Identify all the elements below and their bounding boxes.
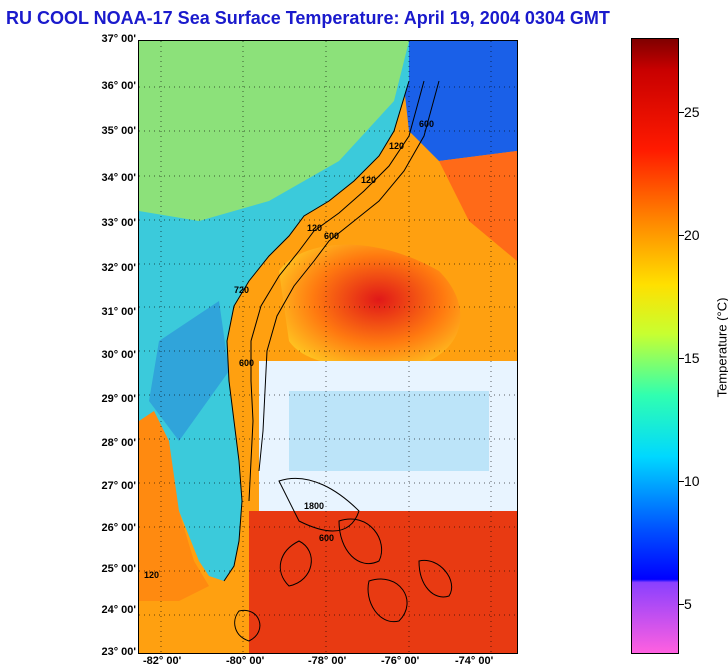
- contour-label: 120: [144, 570, 159, 580]
- colorbar-tick: [678, 481, 684, 482]
- lat-label: 25° 00': [101, 563, 136, 575]
- lat-label: 23° 00': [101, 646, 136, 658]
- shelf-contour-600: [258, 80, 440, 472]
- colorbar-label: 25: [684, 104, 700, 120]
- contour-label: 600: [324, 231, 339, 241]
- lat-label: 27° 00': [101, 480, 136, 492]
- lat-label: 26° 00': [101, 522, 136, 534]
- colorbar-tick: [678, 235, 684, 236]
- lon-label: -74° 00': [455, 655, 494, 667]
- colorbar-label: 15: [684, 350, 700, 366]
- colorbar-unit-label: Temperature (°C): [714, 297, 728, 398]
- lat-label: 32° 00': [101, 262, 136, 274]
- temperature-colorbar: [631, 38, 679, 654]
- warm-water-south: [249, 511, 517, 653]
- lat-label: 34° 00': [101, 172, 136, 184]
- colorbar-tick: [678, 358, 684, 359]
- contour-label: 120: [389, 141, 404, 151]
- lat-label: 31° 00': [101, 306, 136, 318]
- warm-water-northeast: [439, 151, 517, 261]
- lat-label: 30° 00': [101, 349, 136, 361]
- gulf-stream: [279, 244, 461, 367]
- graticule: [139, 41, 517, 653]
- colorbar-label: 10: [684, 473, 700, 489]
- lat-label: 29° 00': [101, 393, 136, 405]
- contour-label: 600: [319, 533, 334, 543]
- cloud-cover-blue: [289, 391, 489, 471]
- map-title: RU COOL NOAA-17 Sea Surface Temperature:…: [6, 8, 610, 28]
- sst-map-canvas: 120 600 120 600 120 600 720 1800 600 120: [139, 41, 517, 653]
- contour-label: 120: [361, 175, 376, 185]
- lat-label: 24° 00': [101, 604, 136, 616]
- colorbar-gradient: [632, 39, 678, 653]
- lon-label: -76° 00': [381, 655, 420, 667]
- contour-label: 720: [234, 285, 249, 295]
- lat-label: 36° 00': [101, 80, 136, 92]
- lon-label: -80° 00': [226, 655, 265, 667]
- colorbar-label: 5: [684, 596, 692, 612]
- contour-label: 120: [307, 223, 322, 233]
- lon-label: -78° 00': [308, 655, 347, 667]
- lat-label: 35° 00': [101, 125, 136, 137]
- colorbar-tick: [678, 112, 684, 113]
- land-inland-south: [149, 301, 229, 441]
- gulf-of-mexico-water: [139, 411, 209, 601]
- coastline: [223, 80, 410, 582]
- lat-label: 28° 00': [101, 437, 136, 449]
- lat-label: 33° 00': [101, 217, 136, 229]
- lat-label: 37° 00': [101, 33, 136, 45]
- contour-label: 600: [419, 119, 434, 129]
- contour-label: 1800: [304, 501, 324, 511]
- contour-label: 600: [239, 358, 254, 368]
- cool-water-north: [399, 41, 517, 161]
- sst-map[interactable]: 120 600 120 600 120 600 720 1800 600 120: [138, 40, 518, 654]
- lon-label: -82° 00': [143, 655, 182, 667]
- colorbar-label: 20: [684, 227, 700, 243]
- bahamas-islands: [234, 477, 453, 642]
- colorbar-tick: [678, 604, 684, 605]
